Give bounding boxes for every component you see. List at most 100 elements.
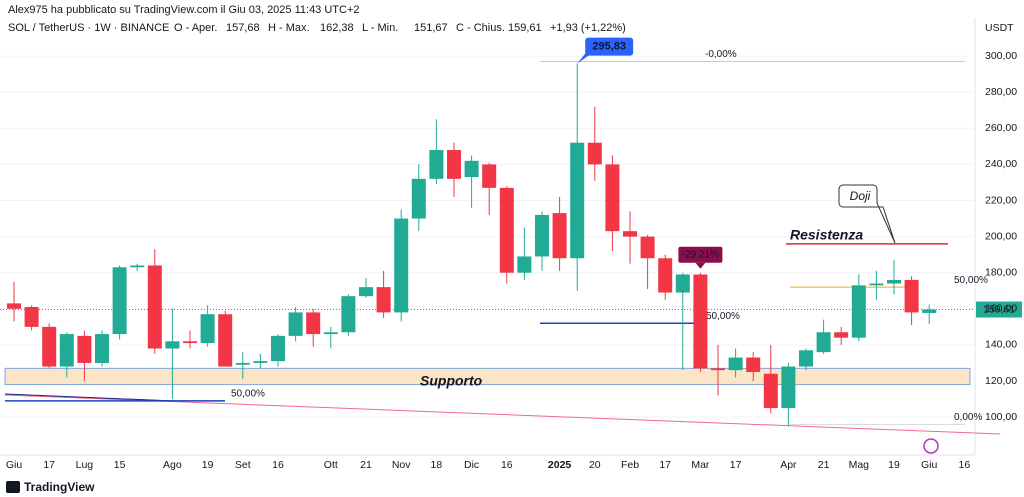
header-text: O - Aper. [174,22,217,34]
header: SOL / TetherUS · 1W · BINANCE O - Aper. 15… [8,22,626,34]
candle-body [675,274,690,293]
candle-body [323,332,338,335]
level-label: -0,00% [705,49,737,60]
header-text: 151,67 [414,22,448,34]
candle-body [24,306,39,327]
candle-body [183,341,197,344]
candle-body [464,160,479,178]
candle-body [306,312,321,335]
publisher: Alex975 ha pubblicato su TradingView.com… [8,4,360,16]
x-tick-label: 15 [114,459,126,471]
candle-body [640,236,655,259]
candle-body [253,361,268,363]
candle-body [77,335,92,363]
candle-body [499,187,514,273]
y-tick-label: 180,00 [985,266,1017,278]
x-tick-label: Giu [6,459,23,471]
x-tick-label: 2025 [548,459,572,471]
x-tick-label: 16 [959,459,971,471]
support-band [4,367,971,386]
candle-body [658,258,673,293]
y-tick-label: 260,00 [985,122,1017,134]
candle-body [59,334,74,367]
peak-label: 295,83 [592,41,626,53]
x-tick-label: Set [235,459,251,471]
y-tick-label: 220,00 [985,194,1017,206]
candle-body [552,213,567,259]
trend-line [4,393,176,402]
candle-body [904,279,919,313]
candle-body [922,309,937,313]
level-label: 50,00% [231,388,265,399]
header-text: C - Chius. [456,22,505,34]
candle-body [429,149,444,179]
candle-body [447,149,461,179]
x-tick-label: Nov [392,459,411,471]
price-tag-label: 159,61 [983,303,1015,315]
x-tick-label: Apr [780,459,797,471]
drawdown-label: -29,21% [682,249,719,260]
candle-body [623,231,637,237]
candle-body [7,303,21,309]
candle-body [235,362,250,365]
candle-body [746,357,761,372]
x-tick-label: Ott [324,459,338,471]
candle-body [605,164,620,232]
x-tick-label: 17 [730,459,742,471]
x-tick-label: 19 [888,459,900,471]
candle-body [376,287,391,313]
candle-body [271,335,285,362]
currency: USDT [985,22,1014,34]
candle-body [112,267,127,335]
y-tick-label: 280,00 [985,86,1017,98]
alert-icon[interactable] [923,438,939,454]
candle-body [587,142,602,165]
candle-body [341,296,356,333]
x-tick-label: Dic [464,459,479,471]
candle-body [200,314,215,344]
y-tick-label: 240,00 [985,158,1017,170]
header-text: +1,93 (+1,22%) [550,22,626,34]
candle-body [359,287,373,297]
candle-body [165,341,180,349]
peak-box [585,37,634,56]
candle-body [781,366,796,409]
candle-body [869,283,884,286]
candle-body [711,368,725,371]
x-tick-label: 21 [360,459,372,471]
candle-body [834,332,849,338]
candle-body [693,274,708,369]
y-tick-label: 160,00 [985,303,1017,315]
candle-body [799,350,813,367]
y-tick-label: 120,00 [985,375,1017,387]
candle-body [482,164,497,188]
doji-label: Doji [850,189,871,203]
candle-body [570,142,585,259]
drawdown-pointer [695,262,706,269]
candle-body [95,334,109,363]
x-tick-label: Ago [163,459,182,471]
x-tick-label: Mag [849,459,870,471]
candle-body [411,178,426,219]
x-tick-label: Giu [921,459,938,471]
header-text: 159,61 [508,22,542,34]
x-tick-label: 17 [43,459,55,471]
candle-body [218,314,233,367]
drawdown-box [678,246,723,263]
price-tag [976,301,1022,318]
y-tick-label: 100,00 [985,411,1017,423]
doji-callout [838,184,896,244]
candle-body [851,285,866,338]
support-label: Supporto [420,373,483,389]
header-text: H - Max. [268,22,310,34]
candle-body [763,373,778,409]
x-tick-label: 17 [659,459,671,471]
header-text: SOL / TetherUS · 1W · BINANCE [8,22,169,34]
x-tick-label: 18 [431,459,443,471]
y-tick-label: 200,00 [985,230,1017,242]
candle-body [130,265,145,268]
x-tick-label: 20 [589,459,601,471]
peak-pointer [577,53,592,64]
level-label: 0,00% [954,412,982,423]
